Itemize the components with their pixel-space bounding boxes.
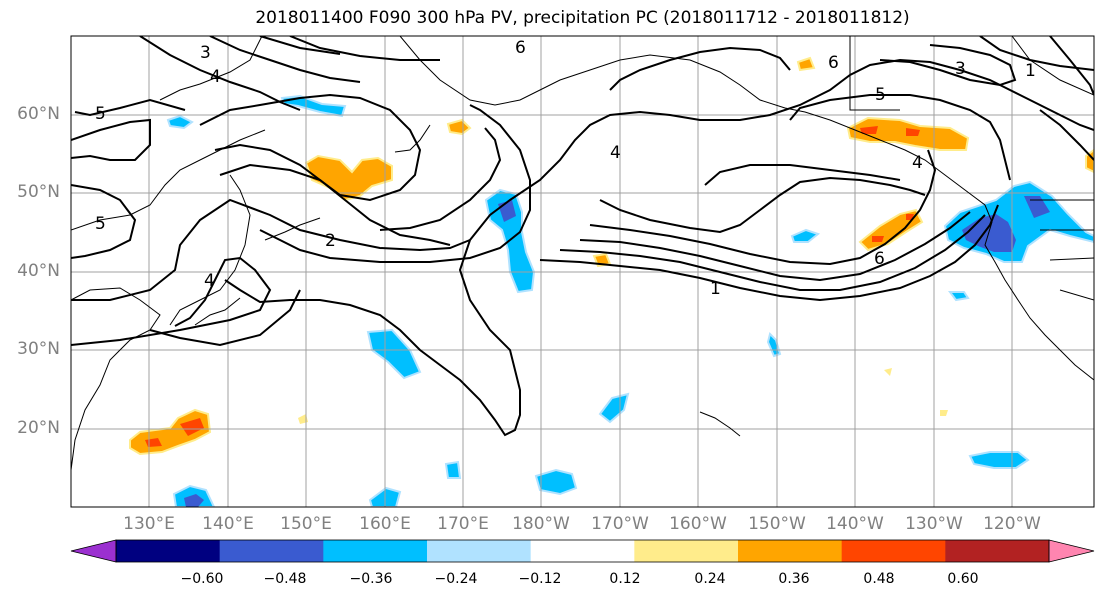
contour-label: 3	[200, 43, 211, 63]
map-title: 2018011400 F090 300 hPa PV, precipitatio…	[255, 8, 910, 28]
colorbar-tick-label: −0.24	[434, 571, 478, 587]
precip-negative-area	[790, 228, 821, 243]
longitude-label: 170°E	[437, 514, 489, 534]
contour-label: 5	[95, 104, 106, 124]
colorbar-cell	[738, 540, 843, 562]
contour-label: 1	[710, 279, 721, 299]
colorbar-cell	[945, 540, 1050, 562]
colorbar-cell	[530, 540, 635, 562]
contour-label: 4	[912, 153, 923, 173]
colorbar-tick-label: −0.36	[349, 571, 393, 587]
contour-label: 6	[874, 249, 885, 269]
longitude-label: 130°E	[123, 514, 175, 534]
contour-label: 1	[1025, 61, 1036, 81]
pv-contours	[71, 36, 1094, 437]
contour-label: 4	[204, 271, 215, 291]
latitude-label: 60°N	[17, 104, 60, 124]
precip-negative-area	[366, 328, 422, 380]
precip-strong-area	[872, 214, 914, 242]
longitude-label: 140°E	[202, 514, 254, 534]
colorbar-tick-label: 0.36	[778, 571, 810, 587]
colorbar-tick-label: 0.24	[694, 571, 726, 587]
colorbar-tick-label: 0.12	[609, 571, 641, 587]
precip-negative-area	[943, 180, 1094, 263]
coastlines	[71, 36, 1094, 471]
contour-label: 6	[828, 53, 839, 73]
precip-heavy-negative-area	[184, 494, 204, 507]
colorbar-cell	[116, 540, 221, 562]
colorbar-high-extend	[1048, 539, 1095, 563]
colorbar	[70, 539, 1095, 563]
contour-labels: 3 4 6 5 5 2 4 1 6 6 5 3 1 4 4	[95, 38, 1036, 299]
contour-label: 3	[955, 59, 966, 79]
contour-label: 5	[95, 214, 106, 234]
precip-positive-area	[446, 118, 472, 136]
precip-positive-area	[796, 56, 816, 72]
longitude-label: 160°W	[669, 514, 727, 534]
graticule	[71, 36, 1094, 507]
colorbar-cell	[634, 540, 739, 562]
contour-label: 2	[325, 231, 336, 251]
precipitation-shading	[129, 56, 1094, 507]
colorbar-low-extend	[70, 539, 117, 563]
colorbar-tick-label: 0.48	[863, 571, 895, 587]
contour-label: 6	[515, 38, 526, 58]
contour-label: 4	[610, 143, 621, 163]
colorbar-outline	[115, 539, 1050, 563]
precip-negative-area	[598, 392, 630, 424]
colorbar-cell	[219, 540, 324, 562]
precip-positive-area	[129, 408, 212, 456]
colorbar-tick-label: −0.48	[263, 571, 307, 587]
longitude-label: 140°W	[826, 514, 884, 534]
precip-strong-area	[860, 126, 920, 136]
contour-label: 4	[210, 67, 221, 87]
precip-negative-area	[444, 291, 970, 479]
longitude-label: 150°W	[748, 514, 806, 534]
precip-negative-area	[166, 114, 194, 130]
precip-negative-area	[968, 451, 1030, 469]
latitude-label: 50°N	[17, 182, 60, 202]
longitude-label: 180°W	[512, 514, 570, 534]
precip-strong-area	[145, 418, 204, 447]
precip-positive-area	[1085, 148, 1094, 174]
longitude-label: 170°W	[591, 514, 649, 534]
longitude-label: 150°E	[280, 514, 332, 534]
colorbar-cell	[841, 540, 946, 562]
longitude-label: 120°W	[983, 514, 1041, 534]
colorbar-tick-label: −0.12	[518, 571, 562, 587]
colorbar-cells	[116, 540, 1050, 562]
colorbar-cell	[427, 540, 532, 562]
colorbar-cell	[323, 540, 428, 562]
map-body: 3 4 6 5 5 2 4 1 6 6 5 3 1 4 4	[71, 36, 1094, 507]
colorbar-tick-label: −0.60	[180, 571, 224, 587]
latitude-label: 30°N	[17, 339, 60, 359]
latitude-label: 20°N	[17, 418, 60, 438]
longitude-label: 130°W	[905, 514, 963, 534]
contour-label: 5	[875, 85, 886, 105]
latitude-label: 40°N	[17, 261, 60, 281]
longitude-label: 160°E	[359, 514, 411, 534]
map-frame	[70, 35, 1095, 508]
precip-negative-area	[534, 468, 578, 496]
precip-heavy-negative-area	[962, 196, 1050, 252]
colorbar-tick-label: 0.60	[947, 571, 979, 587]
